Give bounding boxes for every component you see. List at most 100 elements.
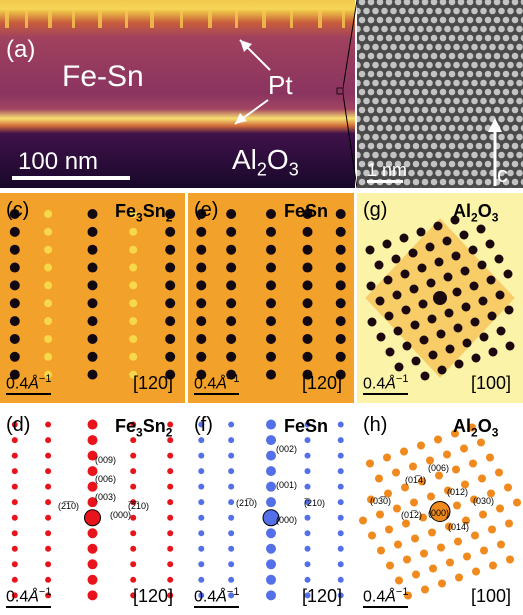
simulated-spot	[462, 516, 470, 525]
simulated-spot	[228, 452, 235, 459]
diffraction-spot	[476, 224, 486, 234]
atom-column	[430, 16, 438, 24]
diffraction-spot	[450, 215, 460, 225]
atom-column	[358, 142, 366, 150]
diffraction-spot	[196, 333, 207, 344]
diffraction-spot	[226, 369, 237, 380]
atom-column	[381, 97, 388, 105]
atom-column	[448, 142, 456, 150]
simulated-spot	[198, 592, 205, 599]
atom-column	[372, 61, 379, 69]
atom-column	[484, 160, 492, 168]
atom-column	[412, 106, 420, 114]
atom-column	[462, 79, 469, 87]
atom-column	[426, 61, 433, 69]
simulated-spot	[130, 452, 137, 459]
atom-column	[390, 61, 397, 69]
atom-column	[489, 7, 496, 15]
atom-column	[403, 16, 411, 24]
atom-column	[417, 97, 424, 105]
atom-column	[408, 79, 415, 87]
atom-column	[421, 34, 429, 42]
atom-column	[426, 7, 433, 15]
atom-column	[453, 97, 460, 105]
diffraction-pattern	[0, 193, 185, 403]
atom-column	[376, 124, 384, 132]
diffraction-spot	[226, 244, 237, 255]
atom-column	[457, 0, 465, 6]
atom-column	[511, 178, 519, 186]
diffraction-spot	[302, 369, 313, 380]
atom-column	[466, 160, 474, 168]
diffraction-spot	[302, 351, 313, 362]
diffraction-spot	[196, 244, 207, 255]
atom-column	[358, 0, 366, 6]
simulated-spot	[198, 545, 205, 552]
atom-column	[385, 124, 393, 132]
atom-column	[511, 124, 519, 132]
atom-column	[403, 124, 411, 132]
diffraction-spot	[87, 351, 98, 362]
simulated-spot	[460, 444, 468, 453]
atom-column	[466, 16, 474, 24]
atom-column	[457, 178, 465, 186]
scalebar-label: 0.4Å−1	[194, 373, 240, 396]
diffraction-spot	[445, 344, 455, 354]
simulated-spot	[228, 514, 235, 521]
simulated-spot	[446, 558, 454, 567]
atom-column	[448, 52, 456, 60]
diffraction-spot	[433, 291, 447, 305]
atom-column	[507, 43, 514, 51]
diffraction-spot	[266, 244, 276, 255]
simulated-pattern	[198, 419, 344, 601]
simulated-spot	[304, 452, 311, 459]
atom-column	[367, 142, 375, 150]
atom-column	[453, 7, 460, 15]
diffraction-spot	[374, 260, 384, 270]
diffraction-spot	[365, 245, 375, 255]
simulated-spot	[418, 477, 426, 486]
atom-column	[475, 124, 483, 132]
simulated-spot	[455, 573, 463, 582]
simulated-spot	[451, 429, 459, 438]
atom-column	[363, 43, 370, 51]
atom-column	[466, 34, 474, 42]
atom-column	[417, 169, 424, 177]
atom-column	[376, 34, 384, 42]
simulated-spot	[87, 574, 98, 585]
diffraction-spot	[266, 333, 276, 344]
diffraction-spot	[335, 280, 346, 291]
atom-column	[367, 0, 375, 6]
diffraction-spot	[335, 298, 346, 309]
atom-column	[439, 52, 447, 60]
simulated-spot	[266, 419, 276, 430]
diffraction-spot	[382, 239, 392, 249]
simulated-spot	[266, 528, 276, 539]
zone-axis: [120]	[302, 586, 343, 606]
simulated-spot	[87, 590, 98, 601]
diffraction-spot	[461, 302, 471, 312]
atom-column	[466, 52, 474, 60]
diffraction-spot	[44, 299, 53, 308]
simulated-spot	[266, 435, 276, 446]
atom-column	[385, 142, 393, 150]
atom-column	[439, 16, 447, 24]
atom-column	[516, 133, 523, 141]
atom-column	[516, 97, 523, 105]
simulated-spot	[87, 450, 98, 461]
atom-column	[493, 16, 501, 24]
simulated-spot	[489, 561, 497, 570]
atom-column	[372, 169, 379, 177]
simulated-spot	[266, 559, 276, 570]
simulated-spot	[393, 504, 401, 513]
atom-column	[385, 34, 393, 42]
simulated-spot	[198, 421, 205, 428]
diffraction-spot	[335, 351, 346, 362]
atom-column	[507, 97, 514, 105]
atom-column	[426, 151, 433, 159]
diffraction-spot	[436, 329, 446, 339]
panel-g-diffraction	[357, 193, 523, 403]
atom-column	[439, 124, 447, 132]
atom-column	[435, 133, 442, 141]
diffraction-spot	[470, 317, 480, 327]
